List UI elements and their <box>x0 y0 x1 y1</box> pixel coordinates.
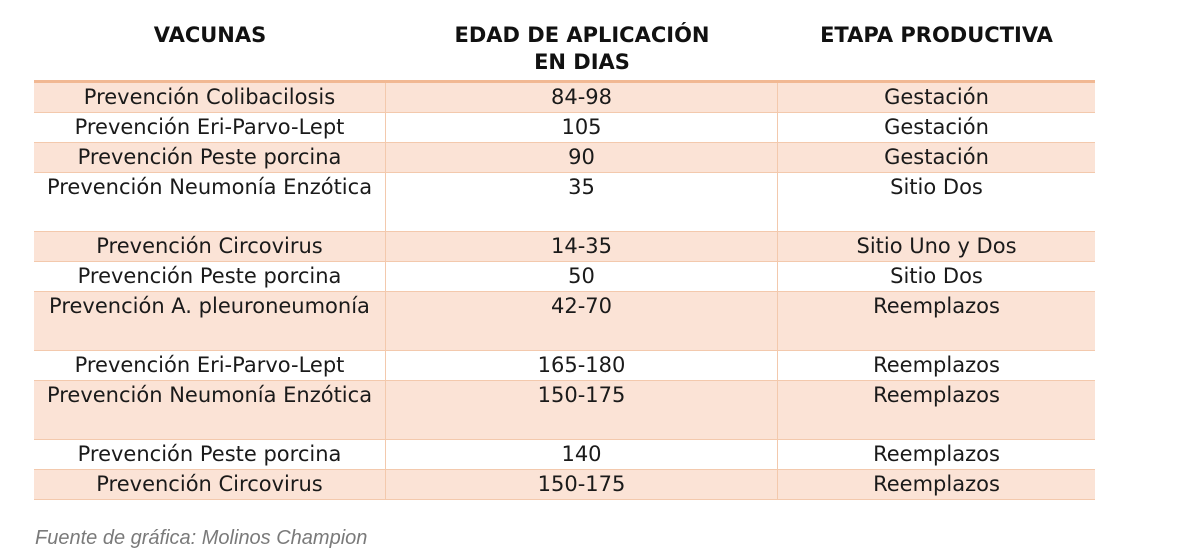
cell-edad: 84-98 <box>386 83 778 112</box>
table-row: Prevención Peste porcina 90 Gestación <box>34 143 1095 173</box>
header-etapa: ETAPA PRODUCTIVA <box>820 23 1053 47</box>
cell-etapa: Gestación <box>884 115 989 139</box>
header-edad-line2: EN DIAS <box>534 50 630 74</box>
cell-edad: 140 <box>386 440 778 469</box>
cell-edad: 150-175 <box>386 381 778 439</box>
cell-etapa: Reemplazos <box>873 294 1000 318</box>
cell-etapa: Gestación <box>884 145 989 169</box>
cell-vacuna: Prevención Colibacilosis <box>34 83 386 112</box>
cell-etapa: Reemplazos <box>873 353 1000 377</box>
table-row: Prevención A. pleuroneumonía 42-70 Reemp… <box>34 292 1095 351</box>
header-vacunas: VACUNAS <box>153 23 267 47</box>
cell-edad: 14-35 <box>386 232 778 261</box>
table-row: Prevención Colibacilosis 84-98 Gestación <box>34 83 1095 113</box>
cell-vacuna: Prevención Circovirus <box>34 232 386 261</box>
cell-vacuna: Prevención Peste porcina <box>34 262 386 291</box>
vaccination-table: VACUNAS EDAD DE APLICACIÓN EN DIAS ETAPA… <box>34 18 1095 500</box>
cell-vacuna: Prevención A. pleuroneumonía <box>34 292 386 350</box>
source-caption: Fuente de gráfica: Molinos Champion <box>35 527 368 549</box>
header-edad: EDAD DE APLICACIÓN EN DIAS <box>386 18 778 80</box>
cell-etapa: Sitio Dos <box>890 264 983 288</box>
cell-edad: 42-70 <box>386 292 778 350</box>
cell-edad: 105 <box>386 113 778 142</box>
table-row: Prevención Neumonía Enzótica 150-175 Ree… <box>34 381 1095 440</box>
cell-vacuna: Prevención Eri-Parvo-Lept <box>34 351 386 380</box>
table-row: Prevención Eri-Parvo-Lept 105 Gestación <box>34 113 1095 143</box>
cell-edad: 150-175 <box>386 470 778 499</box>
cell-etapa: Gestación <box>884 85 989 109</box>
table-row: Prevención Peste porcina 50 Sitio Dos <box>34 262 1095 292</box>
table-row: Prevención Eri-Parvo-Lept 165-180 Reempl… <box>34 351 1095 381</box>
cell-etapa: Reemplazos <box>873 383 1000 407</box>
cell-edad: 50 <box>386 262 778 291</box>
cell-edad: 165-180 <box>386 351 778 380</box>
table-row: Prevención Circovirus 14-35 Sitio Uno y … <box>34 232 1095 262</box>
cell-etapa: Reemplazos <box>873 442 1000 466</box>
table-row: Prevención Peste porcina 140 Reemplazos <box>34 440 1095 470</box>
cell-vacuna: Prevención Peste porcina <box>34 440 386 469</box>
cell-edad: 35 <box>386 173 778 231</box>
table-row: Prevención Neumonía Enzótica 35 Sitio Do… <box>34 173 1095 232</box>
table-header: VACUNAS EDAD DE APLICACIÓN EN DIAS ETAPA… <box>34 18 1095 83</box>
cell-vacuna: Prevención Neumonía Enzótica <box>34 381 386 439</box>
table-row: Prevención Circovirus 150-175 Reemplazos <box>34 470 1095 500</box>
header-edad-line1: EDAD DE APLICACIÓN <box>454 23 710 47</box>
cell-vacuna: Prevención Eri-Parvo-Lept <box>34 113 386 142</box>
cell-vacuna: Prevención Neumonía Enzótica <box>34 173 386 231</box>
cell-vacuna: Prevención Circovirus <box>34 470 386 499</box>
cell-vacuna: Prevención Peste porcina <box>34 143 386 172</box>
cell-etapa: Reemplazos <box>873 472 1000 496</box>
cell-etapa: Sitio Uno y Dos <box>856 234 1017 258</box>
cell-etapa: Sitio Dos <box>890 175 983 199</box>
cell-edad: 90 <box>386 143 778 172</box>
